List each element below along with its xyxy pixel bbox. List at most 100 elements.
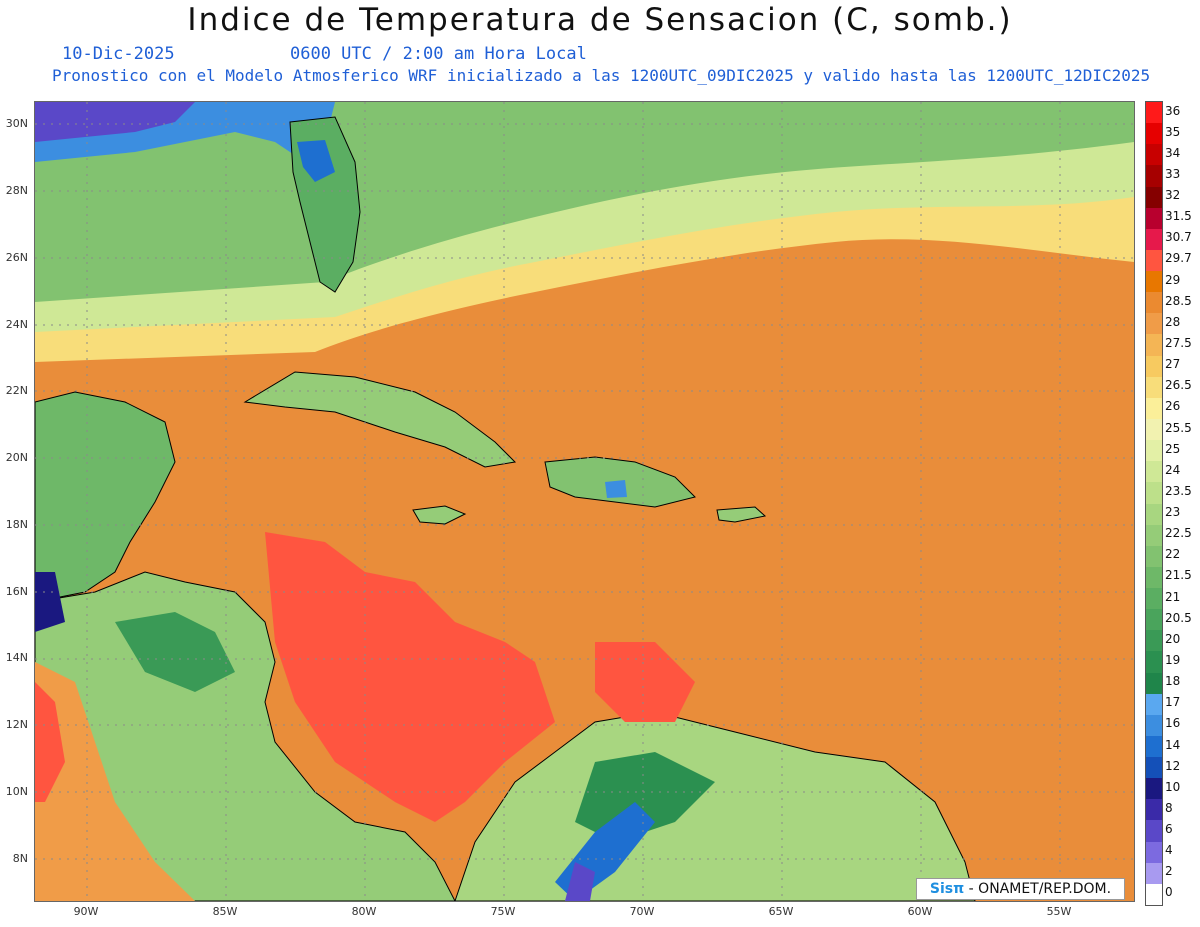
colorbar-label: 21.5: [1165, 568, 1192, 583]
colorbar-cell: [1146, 418, 1162, 441]
colorbar-label: 32: [1165, 188, 1181, 203]
caribbean-hot-1: [265, 532, 555, 822]
colorbar-cell: [1146, 545, 1162, 568]
colorbar-label: 25.5: [1165, 420, 1192, 435]
colorbar-cell: [1146, 376, 1162, 399]
colorbar-label: 23.5: [1165, 483, 1192, 498]
cuba: [243, 371, 517, 468]
colorbar-label: 27: [1165, 357, 1181, 372]
colorbar-label: 28: [1165, 314, 1181, 329]
colorbar-cell: [1146, 778, 1162, 800]
colorbar-label: 29.7: [1165, 251, 1192, 266]
credit-box: Sisπ - ONAMET/REP.DOM.: [916, 878, 1125, 900]
colorbar-cell: [1146, 397, 1162, 420]
map-title: Indice de Temperatura de Sensacion (C, s…: [187, 2, 1013, 38]
lon-label: 70W: [629, 905, 655, 918]
colorbar-label: 23: [1165, 505, 1181, 520]
colorbar-label: 31.5: [1165, 209, 1192, 224]
colorbar-label: 0: [1165, 885, 1173, 900]
lat-label: 16N: [5, 585, 28, 598]
colorbar-cell: [1146, 714, 1162, 737]
colorbar-label: 25: [1165, 441, 1181, 456]
lat-label: 10N: [5, 785, 28, 798]
colorbar-label: 34: [1165, 145, 1181, 160]
hispaniola-mountain: [605, 480, 627, 498]
colorbar-label: 28.5: [1165, 293, 1192, 308]
guatemala-cold: [35, 572, 65, 632]
map-canvas: [35, 102, 1134, 901]
pacific-hot: [35, 682, 65, 802]
colorbar-cell: [1146, 799, 1162, 821]
colorbar-cell: [1146, 271, 1162, 293]
colorbar-label: 29: [1165, 272, 1181, 287]
lon-label: 65W: [768, 905, 794, 918]
colorbar-label: 4: [1165, 843, 1173, 858]
forecast-time: 0600 UTC / 2:00 am Hora Local: [290, 44, 587, 64]
model-subtitle: Pronostico con el Modelo Atmosferico WRF…: [52, 66, 1151, 85]
colorbar-cell: [1146, 757, 1162, 779]
colorbar-cell: [1146, 566, 1162, 589]
lon-label: 75W: [490, 905, 516, 918]
map-grid: [35, 102, 1134, 901]
lon-label: 80W: [351, 905, 377, 918]
colorbar-cell: [1146, 651, 1162, 674]
lat-label: 12N: [5, 718, 28, 731]
lon-label: 90W: [73, 905, 99, 918]
lat-label: 24N: [5, 318, 28, 331]
lat-label: 14N: [5, 651, 28, 664]
colorbar-cell: [1146, 461, 1162, 483]
colorbar-cell: [1146, 841, 1162, 864]
colorbar-label: 35: [1165, 124, 1181, 139]
colorbar-label: 8: [1165, 800, 1173, 815]
colorbar-cell: [1146, 820, 1162, 843]
colorbar-label: 6: [1165, 822, 1173, 837]
lat-label: 26N: [5, 251, 28, 264]
colorbar-label: 30.7: [1165, 230, 1192, 245]
colorbar-label: 27.5: [1165, 336, 1192, 350]
honduras-green: [115, 612, 235, 692]
colorbar: [1145, 101, 1163, 906]
yucatan: [35, 391, 176, 603]
lat-label: 18N: [5, 518, 28, 531]
colorbar-cell: [1146, 207, 1162, 230]
colorbar-label: 22.5: [1165, 526, 1192, 541]
colorbar-cell: [1146, 165, 1162, 188]
colorbar-cell: [1146, 482, 1162, 504]
colorbar-cell: [1146, 440, 1162, 462]
colorbar-cell: [1146, 334, 1162, 357]
colorbar-cell: [1146, 609, 1162, 631]
lat-label: 20N: [5, 451, 28, 464]
colorbar-cell: [1146, 883, 1162, 906]
lat-label: 28N: [5, 184, 28, 197]
colorbar-label: 17: [1165, 695, 1181, 710]
colorbar-cell: [1146, 588, 1162, 610]
florida-blue: [297, 140, 335, 182]
colorbar-cell: [1146, 313, 1162, 335]
colorbar-label: 16: [1165, 716, 1181, 731]
colorbar-label: 14: [1165, 737, 1181, 752]
colorbar-label: 21: [1165, 589, 1181, 604]
colorbar-cell: [1146, 735, 1162, 758]
forecast-date: 10-Dic-2025: [62, 44, 175, 64]
colorbar-label: 33: [1165, 166, 1181, 181]
colorbar-cell: [1146, 524, 1162, 547]
colorbar-cell: [1146, 292, 1162, 314]
andes-purple: [565, 862, 595, 901]
colorbar-cell: [1146, 249, 1162, 272]
colorbar-label: 20.5: [1165, 610, 1192, 625]
colorbar-label: 22: [1165, 547, 1181, 562]
lat-label: 30N: [5, 117, 28, 130]
colorbar-label: 10: [1165, 779, 1181, 794]
colorbar-label: 12: [1165, 758, 1181, 773]
colorbar-cell: [1146, 672, 1162, 695]
lon-label: 55W: [1046, 905, 1072, 918]
jamaica: [412, 505, 467, 525]
sispi-logo: Sisπ: [929, 881, 965, 897]
credit-text: - ONAMET/REP.DOM.: [968, 881, 1112, 897]
colorbar-cell: [1146, 630, 1162, 652]
pacific-warm: [35, 662, 195, 901]
colorbar-cell: [1146, 503, 1162, 526]
caribbean-hot-2: [595, 642, 695, 722]
colorbar-label: 19: [1165, 652, 1181, 667]
colorbar-cell: [1146, 355, 1162, 378]
